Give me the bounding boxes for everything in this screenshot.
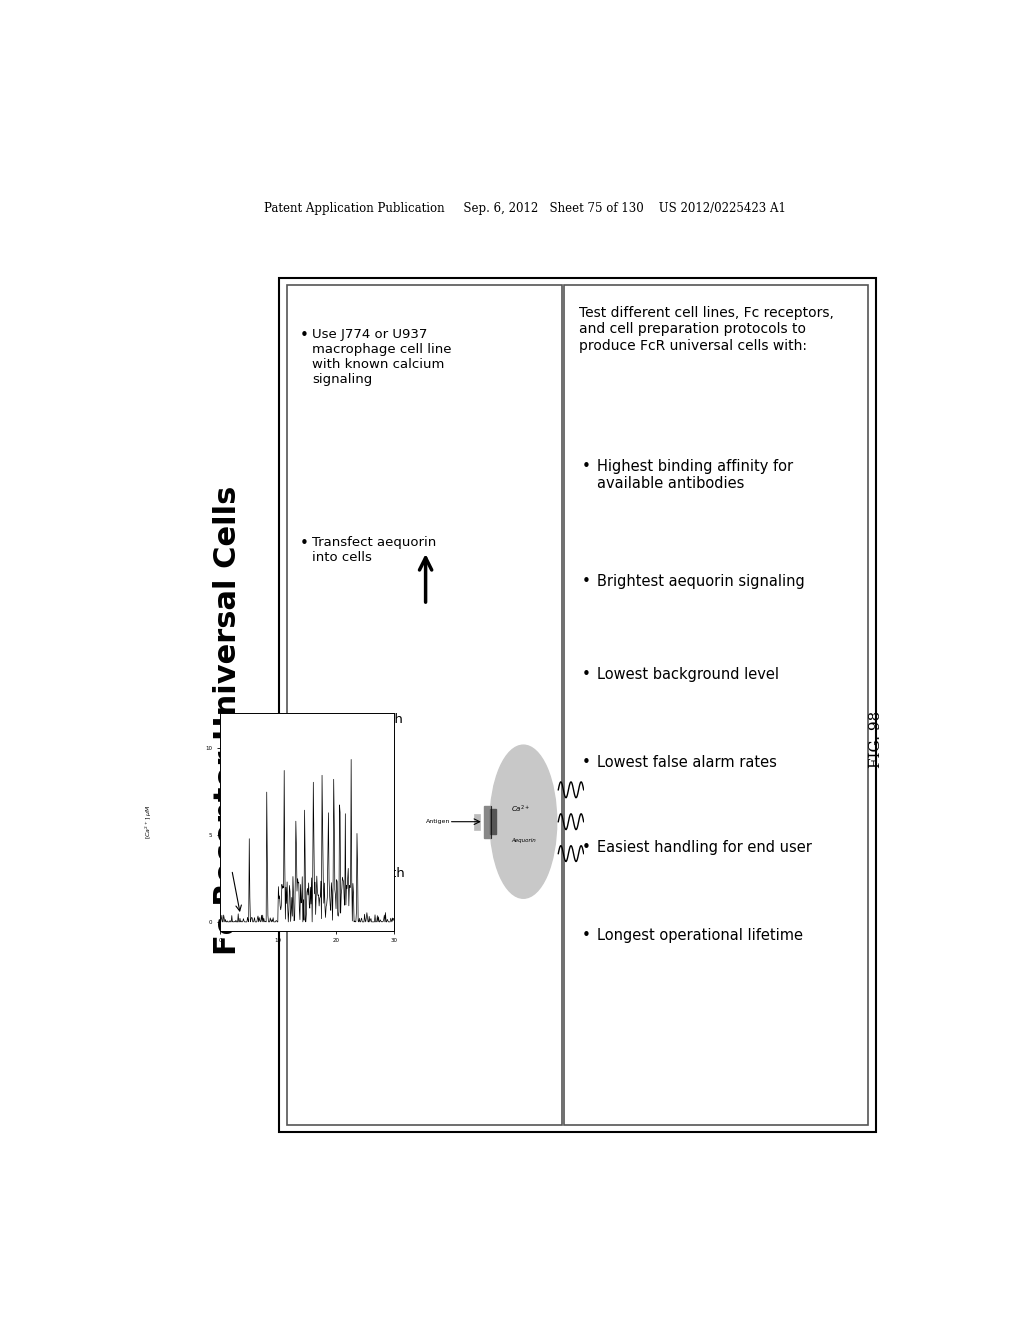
Text: Antigen: Antigen [425,820,450,824]
FancyBboxPatch shape [287,285,562,1125]
Text: •: • [582,459,590,474]
Bar [483,805,490,838]
Text: $Ca^{2+}$: $Ca^{2+}$ [511,804,529,814]
Text: •: • [582,755,590,770]
Text: Lowest background level: Lowest background level [597,667,779,681]
Text: Aequorin: Aequorin [511,838,536,843]
Text: Patent Application Publication     Sep. 6, 2012   Sheet 75 of 130    US 2012/022: Patent Application Publication Sep. 6, 2… [264,202,785,215]
Bar [474,813,479,830]
FancyBboxPatch shape [280,277,876,1133]
Text: Lowest false alarm rates: Lowest false alarm rates [597,755,777,770]
Text: Easiest handling for end user: Easiest handling for end user [597,840,812,855]
Text: $[Ca^{2+}]$ $\mu$M: $[Ca^{2+}]$ $\mu$M [143,804,154,840]
Text: Transfect aequorin
into cells: Transfect aequorin into cells [312,536,436,564]
Text: •: • [300,713,309,727]
Text: •: • [300,867,309,882]
Text: •: • [582,574,590,589]
Text: •: • [582,667,590,681]
Text: Brightest aequorin signaling: Brightest aequorin signaling [597,574,805,589]
FancyBboxPatch shape [564,285,868,1125]
Text: FIG. 98: FIG. 98 [869,711,883,768]
Text: Fc Receptor Universal Cells: Fc Receptor Universal Cells [213,486,242,956]
Text: Highest binding affinity for
available antibodies: Highest binding affinity for available a… [597,459,793,491]
Ellipse shape [490,744,557,898]
Text: Use J774 or U937
macrophage cell line
with known calcium
signaling: Use J774 or U937 macrophage cell line wi… [312,327,452,385]
Text: Test different cell lines, Fc receptors,
and cell preparation protocols to
produ: Test different cell lines, Fc receptors,… [579,306,834,352]
Text: Longest operational lifetime: Longest operational lifetime [597,928,803,944]
Text: •: • [300,536,309,550]
Text: •: • [582,928,590,944]
Text: •: • [582,840,590,855]
Bar [490,809,496,834]
Text: Incubate with
antibodies: Incubate with antibodies [312,713,403,741]
Text: Crosslink with
antigen: Crosslink with antigen [312,867,406,895]
Text: •: • [300,327,309,343]
